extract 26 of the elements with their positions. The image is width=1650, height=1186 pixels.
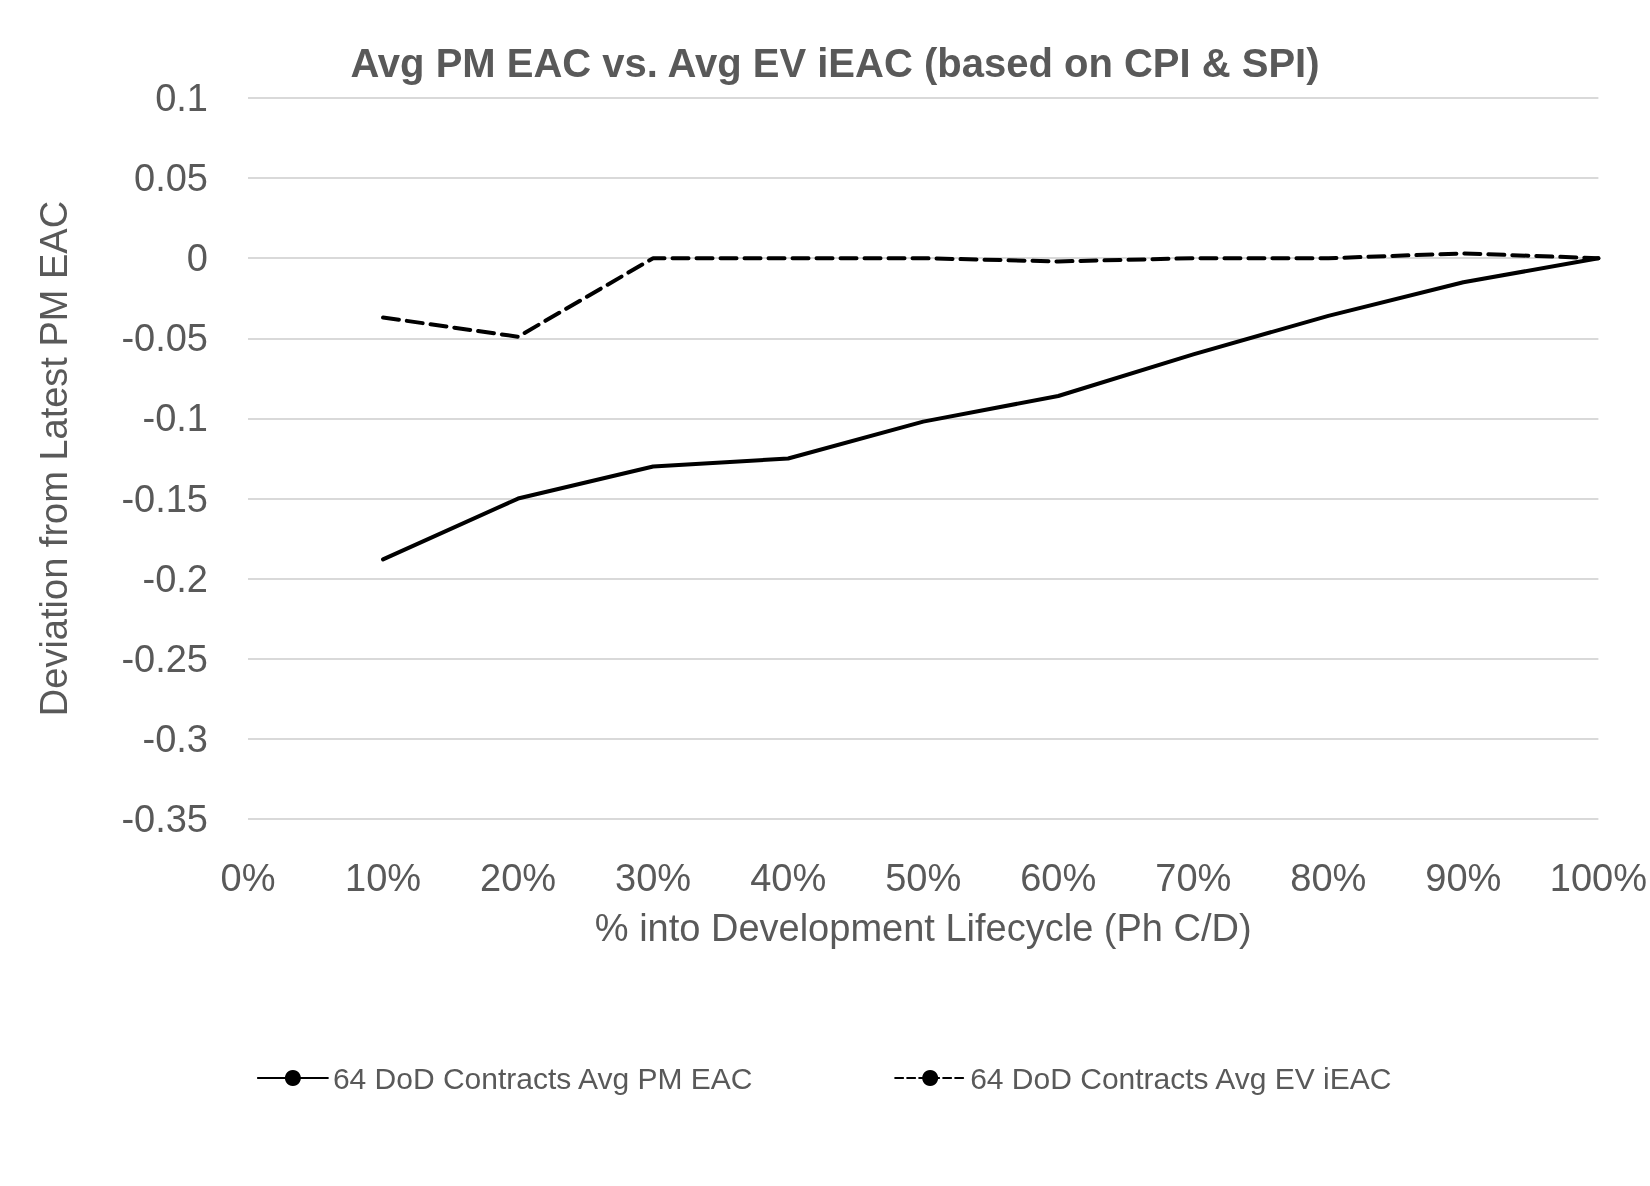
y-tick-label: 0.1 [155, 77, 208, 119]
y-tick-label: -0.35 [121, 798, 208, 840]
y-tick-label: -0.2 [142, 557, 208, 600]
y-tick-label: -0.1 [142, 397, 208, 440]
y-tick-label: -0.3 [142, 717, 208, 760]
x-tick-label: 20% [480, 857, 557, 899]
y-tick-label: 0 [186, 237, 208, 280]
x-axis-title: % into Development Lifecycle (Ph C/D) [594, 907, 1252, 949]
x-tick-label: 50% [885, 857, 962, 899]
y-tick-label: -0.15 [121, 477, 208, 520]
x-tick-label: 100% [1549, 857, 1648, 899]
x-tick-label: 60% [1020, 857, 1097, 899]
chart-title: Avg PM EAC vs. Avg EV iEAC (based on CPI & SPI) [350, 41, 1320, 85]
x-tick-label: 90% [1425, 857, 1502, 899]
y-tick-label: -0.25 [121, 637, 208, 680]
y-tick-label: -0.05 [121, 317, 208, 360]
legend-label: 64 DoD Contracts Avg EV iEAC [970, 1061, 1392, 1095]
x-tick-label: 70% [1155, 857, 1232, 899]
x-tick-label: 0% [220, 857, 276, 899]
x-tick-label: 80% [1290, 857, 1367, 899]
y-axis-title: Deviation from Latest PM EAC [33, 200, 75, 717]
legend-label: 64 DoD Contracts Avg PM EAC [332, 1061, 753, 1095]
x-tick-label: 30% [615, 857, 692, 899]
y-tick-label: 0.05 [134, 157, 208, 200]
x-tick-label: 40% [750, 857, 827, 899]
x-tick-label: 10% [345, 857, 422, 899]
